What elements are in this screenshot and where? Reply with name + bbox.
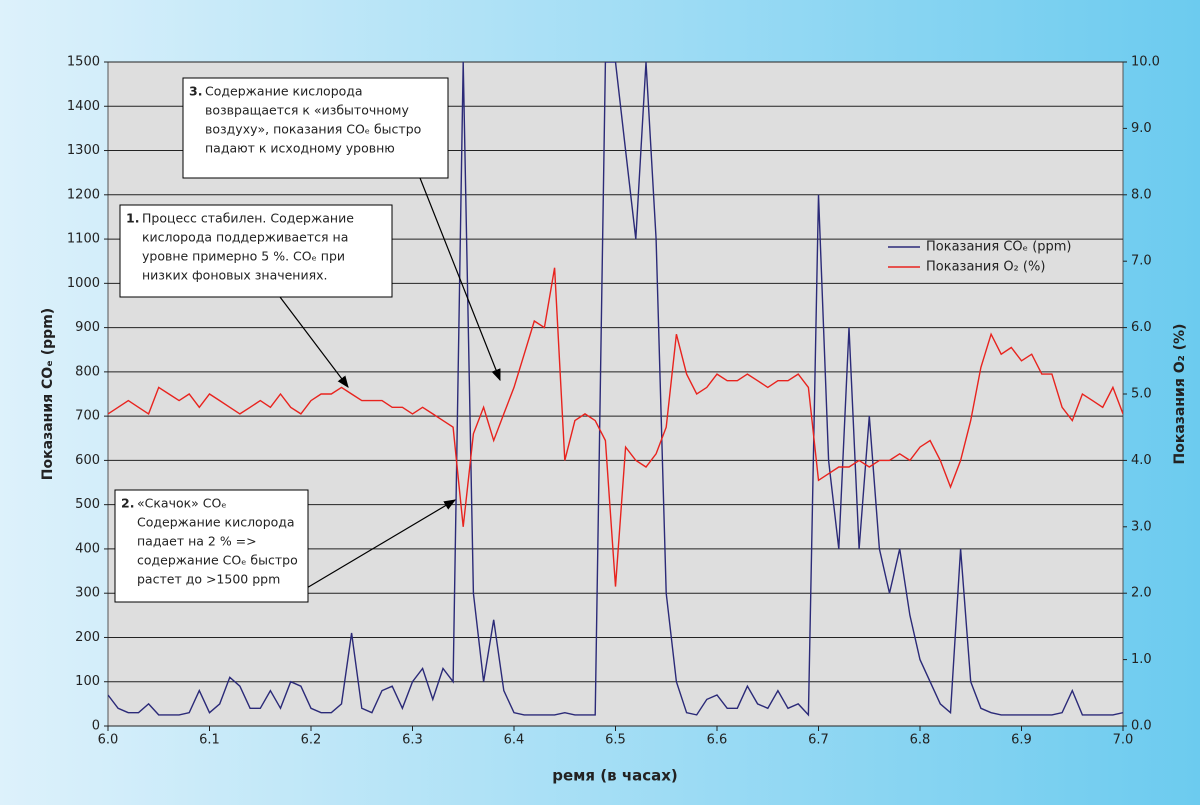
annotation-arrow	[279, 296, 349, 388]
annotation-text: Процесс стабилен. Содержание	[142, 211, 354, 226]
y2-tick-label: 9.0	[1131, 121, 1152, 136]
annotation: 2. «Скачок» COₑ Содержание кислорода падает…	[114, 489, 457, 603]
annotation-text: Содержание кислорода	[137, 515, 295, 530]
annotation-number: 1.	[126, 211, 139, 226]
x-tick-label: 6.8	[910, 733, 931, 748]
y-tick-label: 100	[75, 674, 100, 689]
y-tick-label: 1300	[67, 143, 100, 158]
y2-tick-label: 1.0	[1131, 652, 1152, 667]
annotation-box	[114, 489, 309, 603]
x-tick-label: 6.6	[707, 733, 728, 748]
x-tick-label: 6.1	[199, 733, 220, 748]
y-tick-label: 400	[75, 541, 100, 556]
y2-tick-label: 8.0	[1131, 187, 1152, 202]
y2-tick-label: 10.0	[1131, 55, 1160, 70]
y-tick-label: 1200	[67, 187, 100, 202]
y-tick-label: 900	[75, 320, 100, 335]
annotation-text: содержание COₑ быстро	[137, 553, 298, 568]
y-tick-label: 200	[75, 630, 100, 645]
annotation-text: падает на 2 % =>	[137, 534, 257, 549]
annotation-number: 2.	[121, 496, 134, 511]
annotation-text: возвращается к «избыточному	[205, 103, 409, 118]
annotation-text: Содержание кислорода	[205, 84, 363, 99]
y-tick-label: 0	[92, 719, 100, 734]
y-tick-label: 1400	[67, 99, 100, 114]
data-line	[108, 267, 1123, 587]
y-tick-label: 300	[75, 586, 100, 601]
x-axis-label: ремя (в часах)	[552, 767, 678, 785]
x-tick-label: 7.0	[1113, 733, 1134, 748]
annotation-number: 3.	[189, 84, 202, 99]
y2-axis-label: Показания O₂ (%)	[1172, 324, 1188, 465]
x-tick-label: 6.0	[98, 733, 119, 748]
y-tick-label: 1500	[67, 55, 100, 70]
y-tick-label: 500	[75, 497, 100, 512]
y2-tick-label: 4.0	[1131, 453, 1152, 468]
x-tick-label: 6.7	[808, 733, 829, 748]
annotation-text: «Скачок» COₑ	[137, 496, 227, 511]
y2-tick-label: 3.0	[1131, 519, 1152, 534]
annotation-arrow	[419, 177, 501, 382]
x-tick-label: 6.2	[301, 733, 322, 748]
y-tick-label: 800	[75, 364, 100, 379]
legend-label: Показания COₑ (ppm)	[926, 240, 1072, 255]
y-tick-label: 600	[75, 453, 100, 468]
annotation-text: низких фоновых значениях.	[142, 268, 328, 283]
annotation-text: уровне примерно 5 %. COₑ при	[142, 249, 345, 264]
y-tick-label: 1000	[67, 276, 100, 291]
y2-tick-label: 7.0	[1131, 254, 1152, 269]
annotation-box	[182, 77, 449, 179]
x-tick-label: 6.9	[1011, 733, 1032, 748]
annotation-text: кислорода поддерживается на	[142, 230, 348, 245]
series-group	[108, 62, 1123, 717]
y2-tick-label: 2.0	[1131, 586, 1152, 601]
annotation-text: растет до >1500 ppm	[137, 572, 280, 587]
annotation: 1. Процесс стабилен. Содержание кислорода …	[119, 204, 393, 388]
annotation-text: воздуху», показания COₑ быстро	[205, 122, 421, 137]
x-tick-label: 6.4	[504, 733, 525, 748]
y2-tick-label: 5.0	[1131, 387, 1152, 402]
annotation-arrow	[299, 499, 457, 593]
x-tick-label: 6.3	[402, 733, 423, 748]
y-tick-label: 1100	[67, 232, 100, 247]
y2-tick-label: 0.0	[1131, 719, 1152, 734]
y2-tick-label: 6.0	[1131, 320, 1152, 335]
x-tick-label: 6.5	[605, 733, 626, 748]
annotation: 3. Содержание кислорода возвращается к «из…	[182, 77, 501, 382]
y-axis-label: Показания COₑ (ppm)	[40, 308, 56, 480]
annotation-box	[119, 204, 393, 298]
y-tick-label: 700	[75, 409, 100, 424]
data-line	[108, 62, 1123, 717]
legend-label: Показания O₂ (%)	[926, 260, 1045, 275]
annotation-text: падают к исходному уровню	[205, 141, 395, 156]
